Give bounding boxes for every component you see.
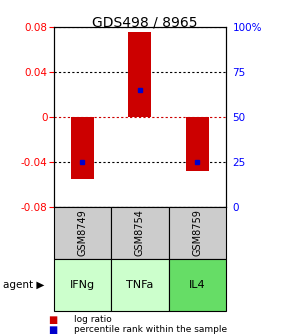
Bar [128, 33, 151, 117]
Bar [169, 259, 226, 311]
Bar [169, 207, 226, 259]
Bar [186, 117, 209, 171]
Text: TNFa: TNFa [126, 280, 154, 290]
Text: GDS498 / 8965: GDS498 / 8965 [92, 15, 198, 29]
Text: GSM8754: GSM8754 [135, 209, 145, 256]
Text: ■: ■ [48, 315, 57, 325]
Text: IFNg: IFNg [70, 280, 95, 290]
Text: IL4: IL4 [189, 280, 206, 290]
Text: percentile rank within the sample: percentile rank within the sample [74, 326, 227, 334]
Text: log ratio: log ratio [74, 316, 112, 324]
Text: GSM8749: GSM8749 [77, 209, 87, 256]
Text: GSM8759: GSM8759 [193, 209, 202, 256]
Text: agent ▶: agent ▶ [3, 280, 44, 290]
Bar [71, 117, 94, 178]
Text: ■: ■ [48, 325, 57, 335]
Bar [111, 207, 169, 259]
Bar [54, 259, 111, 311]
Bar [111, 259, 169, 311]
Bar [54, 207, 111, 259]
